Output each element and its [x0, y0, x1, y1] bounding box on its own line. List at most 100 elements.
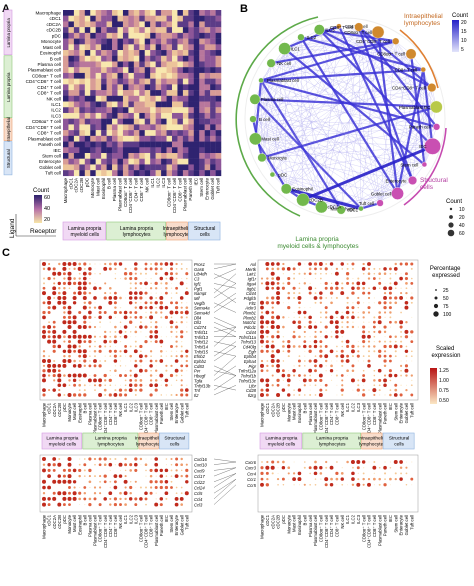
- expression-dot: [154, 311, 158, 314]
- expression-dot: [276, 359, 280, 363]
- expression-dot: [271, 460, 275, 464]
- expression-dot: [276, 282, 280, 285]
- heatmap-cell: [188, 55, 194, 62]
- expression-dot: [113, 262, 117, 266]
- expression-dot: [319, 466, 323, 470]
- expression-dot: [346, 316, 349, 319]
- expression-dot: [103, 373, 107, 378]
- expression-dot: [119, 306, 122, 309]
- expression-dot: [175, 277, 178, 280]
- heatmap-cell: [172, 164, 178, 171]
- heatmap-cell: [117, 21, 124, 28]
- expression-dot: [361, 378, 366, 383]
- heatmap-cell: [188, 44, 194, 51]
- expression-dot: [282, 262, 285, 266]
- expression-dot: [286, 267, 291, 271]
- expression-dot: [180, 330, 184, 334]
- expression-dot: [164, 468, 169, 473]
- edge: [260, 80, 273, 175]
- expression-dot: [320, 384, 322, 386]
- heatmap-cell: [215, 50, 222, 56]
- heatmap-cell: [95, 118, 102, 125]
- heatmap-cell: [161, 55, 167, 62]
- expression-dot: [89, 277, 91, 280]
- expression-dot: [261, 345, 263, 348]
- column-label: Tuft cell: [409, 403, 414, 418]
- heatmap-cell: [79, 50, 85, 56]
- expression-dot: [134, 272, 137, 275]
- expression-dot: [175, 486, 178, 489]
- heatmap-cell: [122, 170, 129, 177]
- expression-dot: [98, 315, 102, 320]
- heatmap-cell: [144, 27, 151, 34]
- expression-dot: [68, 267, 71, 270]
- column-label: Goblet cell: [179, 403, 184, 423]
- expression-dot: [104, 292, 107, 295]
- expression-dot: [175, 321, 178, 324]
- column-label: Plasma cell: [88, 403, 93, 425]
- expression-dot: [104, 393, 107, 396]
- heatmap-cell: [215, 10, 222, 16]
- expression-dot: [149, 393, 153, 397]
- heatmap-cell: [177, 90, 184, 96]
- expression-dot: [165, 369, 168, 372]
- expression-dot: [82, 286, 87, 291]
- expression-dot: [94, 273, 96, 275]
- panel-b-label: B: [240, 3, 248, 15]
- heatmap-cell: [204, 10, 211, 16]
- heatmap-cell: [172, 101, 178, 108]
- expression-dot: [352, 389, 354, 391]
- expression-dot: [389, 282, 392, 285]
- heatmap-cell: [150, 107, 156, 114]
- edge: [360, 146, 433, 209]
- heatmap-cell: [63, 50, 69, 56]
- expression-dot: [120, 384, 121, 386]
- expression-dot: [88, 291, 92, 295]
- heatmap-cell: [84, 124, 91, 131]
- edge: [255, 53, 412, 140]
- expression-dot: [260, 466, 264, 470]
- expression-dot: [42, 378, 46, 383]
- heatmap-cell: [68, 118, 75, 125]
- edge: [260, 80, 398, 194]
- heatmap-cell: [68, 147, 75, 154]
- heatmap-cell: [133, 55, 140, 62]
- expression-dot: [314, 394, 317, 396]
- heatmap-cell: [161, 164, 167, 171]
- expression-dot: [330, 331, 333, 333]
- expression-dot: [260, 334, 264, 339]
- gene-link: [213, 297, 237, 313]
- expression-dot: [170, 355, 173, 358]
- expression-dot: [43, 282, 45, 285]
- expression-dot: [139, 359, 143, 363]
- expression-dot: [109, 469, 111, 471]
- heatmap-cell: [172, 112, 178, 119]
- expression-dot: [57, 373, 62, 378]
- expression-dot: [149, 350, 153, 353]
- gene-label: Cxcr3: [245, 466, 257, 471]
- expression-dot: [179, 496, 184, 501]
- expression-dot: [336, 461, 338, 463]
- heatmap-cell: [117, 90, 124, 96]
- heatmap-cell: [84, 112, 91, 119]
- edge: [379, 53, 412, 204]
- heatmap-cell: [188, 158, 194, 165]
- expression-dot: [165, 350, 167, 352]
- expression-dot: [159, 485, 163, 490]
- heatmap-cell: [150, 141, 156, 148]
- heatmap-cell: [166, 135, 173, 142]
- column-label: cDC2B: [276, 515, 281, 529]
- edge: [252, 118, 381, 204]
- expression-dot: [119, 497, 122, 501]
- gene-label: Ccl24: [194, 486, 205, 491]
- network-node-label: Enterocyte: [386, 178, 408, 183]
- heatmap-cell: [128, 107, 135, 114]
- row-label: Goblet cell: [39, 165, 61, 170]
- row-label: Monocyte: [41, 39, 61, 44]
- heatmap-cell: [193, 50, 200, 56]
- expression-dot: [113, 349, 117, 353]
- expression-dot: [134, 326, 137, 328]
- expression-dot: [139, 486, 142, 489]
- edge: [318, 28, 434, 148]
- heatmap-cell: [84, 78, 91, 85]
